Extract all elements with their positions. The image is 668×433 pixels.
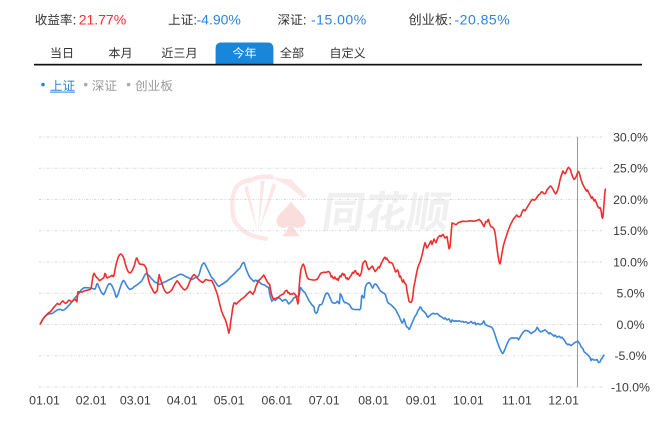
svg-text:08.01: 08.01 xyxy=(358,394,389,408)
svg-text:25.0%: 25.0% xyxy=(613,162,648,176)
svg-text:5.0%: 5.0% xyxy=(616,287,644,301)
svg-text:06.01: 06.01 xyxy=(262,394,293,408)
svg-text:10.01: 10.01 xyxy=(453,394,484,408)
svg-text:20.0%: 20.0% xyxy=(613,193,648,207)
svg-text:30.0%: 30.0% xyxy=(613,130,648,144)
svg-text:10.0%: 10.0% xyxy=(613,255,648,269)
svg-text:-15.00%: -15.00% xyxy=(311,11,367,27)
svg-text:15.0%: 15.0% xyxy=(613,224,648,238)
svg-text:05.01: 05.01 xyxy=(214,394,245,408)
svg-text:-20.85%: -20.85% xyxy=(455,11,511,27)
svg-text:01.01: 01.01 xyxy=(29,394,60,408)
svg-text:21.77%: 21.77% xyxy=(79,11,126,27)
svg-text:03.01: 03.01 xyxy=(120,394,151,408)
svg-text:-4.90%: -4.90% xyxy=(197,11,241,27)
svg-text:04.01: 04.01 xyxy=(167,394,198,408)
svg-text:-5.0%: -5.0% xyxy=(614,349,646,363)
svg-text:12.01: 12.01 xyxy=(548,394,579,408)
svg-text::: : xyxy=(193,11,197,27)
svg-text::: : xyxy=(73,11,77,27)
svg-text:-10.0%: -10.0% xyxy=(611,380,650,394)
svg-text:09.01: 09.01 xyxy=(406,394,437,408)
svg-text::: : xyxy=(303,11,307,27)
svg-text::: : xyxy=(448,11,452,27)
svg-text:11.01: 11.01 xyxy=(502,394,532,408)
svg-text:02.01: 02.01 xyxy=(76,394,107,408)
svg-text:0.0%: 0.0% xyxy=(616,318,644,332)
svg-text:07.01: 07.01 xyxy=(309,394,340,408)
